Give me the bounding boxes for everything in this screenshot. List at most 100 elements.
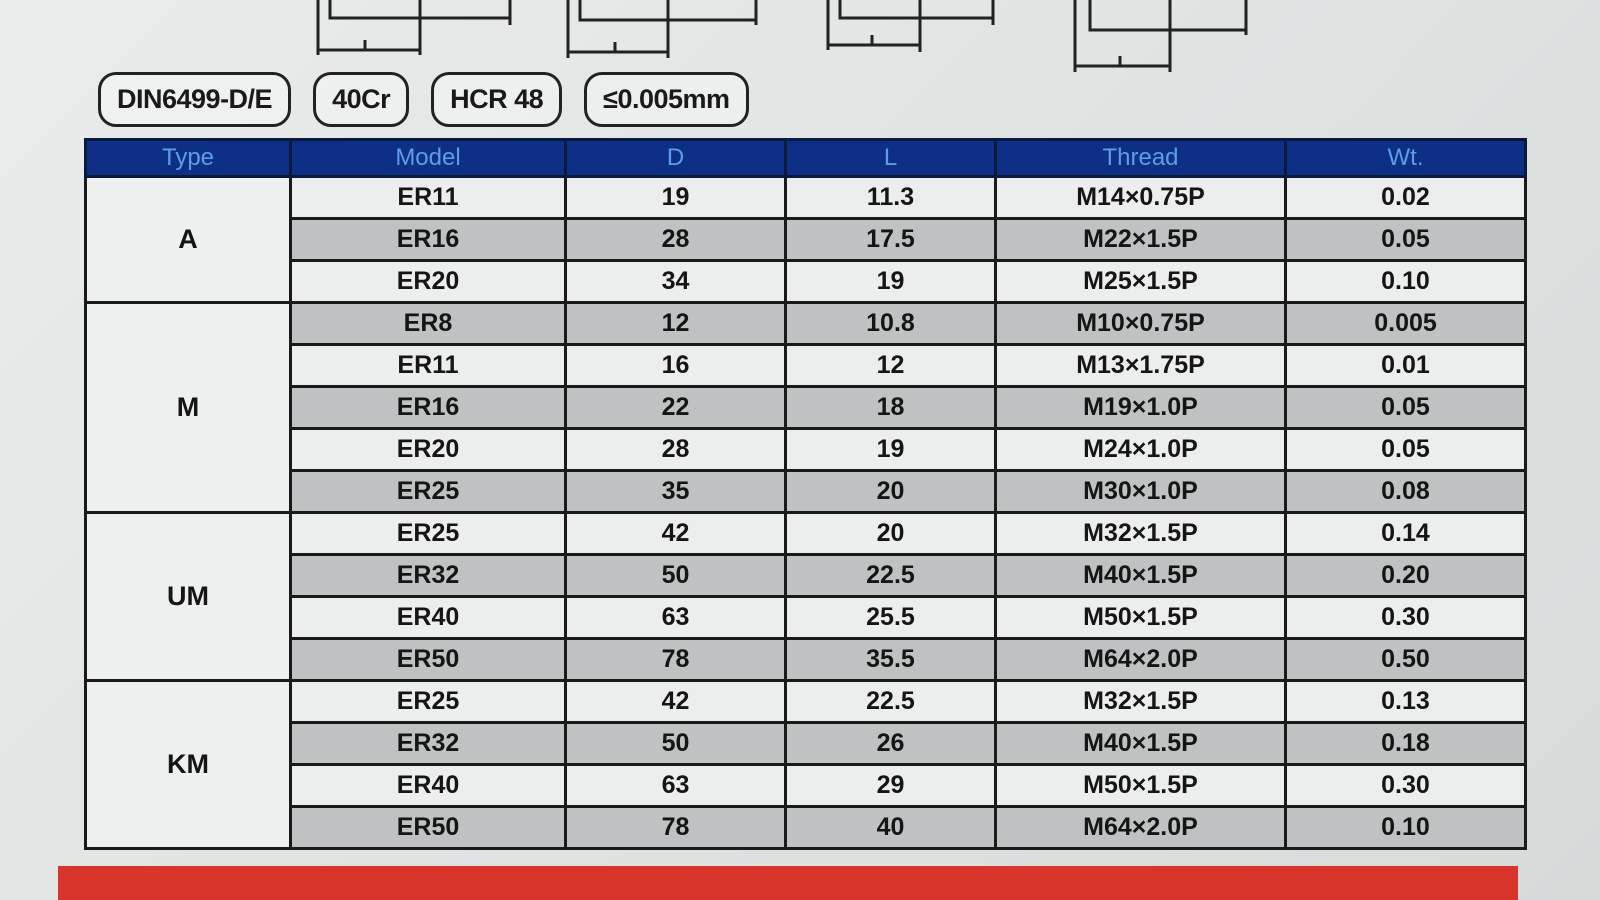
thread-cell: M19×1.0P — [994, 385, 1287, 430]
thread-cell: M64×2.0P — [994, 637, 1287, 682]
table-row: ER50 78 35.5 M64×2.0P 0.50 — [86, 637, 1527, 682]
model-cell: ER8 — [289, 301, 567, 346]
model-cell: ER11 — [289, 343, 567, 388]
drawing-m — [566, 0, 758, 58]
l-cell: 22.5 — [784, 679, 997, 724]
wt-cell: 0.005 — [1284, 301, 1527, 346]
spec-badges: DIN6499-D/E 40Cr HCR 48 ≤0.005mm — [98, 72, 749, 127]
thread-cell: M25×1.5P — [994, 259, 1287, 304]
l-cell: 17.5 — [784, 217, 997, 262]
thread-cell: M40×1.5P — [994, 721, 1287, 766]
wt-cell: 0.08 — [1284, 469, 1527, 514]
d-cell: 28 — [564, 217, 787, 262]
type-cell: A — [84, 175, 292, 304]
d-cell: 50 — [564, 721, 787, 766]
l-cell: 26 — [784, 721, 997, 766]
table-row: ER20 28 19 M24×1.0P 0.05 — [86, 427, 1527, 472]
l-cell: 25.5 — [784, 595, 997, 640]
l-cell: 20 — [784, 469, 997, 514]
table-row: A ER11 19 11.3 M14×0.75P 0.02 — [84, 175, 1527, 304]
l-cell: 18 — [784, 385, 997, 430]
header-wt: Wt. — [1284, 138, 1527, 178]
thread-cell: M14×0.75P — [994, 175, 1287, 220]
header-d: D — [564, 138, 787, 178]
l-cell: 29 — [784, 763, 997, 808]
thread-cell: M50×1.5P — [994, 595, 1287, 640]
header-model: Model — [289, 138, 567, 178]
table-row: ER16 28 17.5 M22×1.5P 0.05 — [86, 217, 1527, 262]
material-badge: 40Cr — [313, 72, 410, 127]
thread-cell: M10×0.75P — [994, 301, 1287, 346]
model-cell: ER32 — [289, 553, 567, 598]
thread-cell: M24×1.0P — [994, 427, 1287, 472]
table-row: ER11 16 12 M13×1.75P 0.01 — [86, 343, 1527, 388]
table-row: M ER8 12 10.8 M10×0.75P 0.005 — [84, 301, 1527, 514]
accuracy-badge: ≤0.005mm — [584, 72, 749, 127]
header-thread: Thread — [994, 138, 1287, 178]
d-cell: 50 — [564, 553, 787, 598]
table-row: ER32 50 22.5 M40×1.5P 0.20 — [86, 553, 1527, 598]
model-cell: ER40 — [289, 595, 567, 640]
thread-cell: M32×1.5P — [994, 511, 1287, 556]
table-row: ER40 63 25.5 M50×1.5P 0.30 — [86, 595, 1527, 640]
model-cell: ER50 — [289, 637, 567, 682]
d-cell: 63 — [564, 595, 787, 640]
wt-cell: 0.01 — [1284, 343, 1527, 388]
wt-cell: 0.05 — [1284, 217, 1527, 262]
thread-cell: M40×1.5P — [994, 553, 1287, 598]
wt-cell: 0.50 — [1284, 637, 1527, 682]
d-cell: 19 — [564, 175, 787, 220]
collet-nut-spec-table: Type Model D L Thread Wt. A ER11 19 11.3 M14… — [84, 138, 1527, 850]
d-cell: 22 — [564, 385, 787, 430]
wt-cell: 0.13 — [1284, 679, 1527, 724]
drawing-um — [826, 0, 995, 52]
l-cell: 10.8 — [784, 301, 997, 346]
wt-cell: 0.10 — [1284, 259, 1527, 304]
l-cell: 20 — [784, 511, 997, 556]
drawing-km — [1073, 0, 1248, 72]
d-cell: 12 — [564, 301, 787, 346]
type-cell: KM — [84, 679, 292, 850]
collet-nut-drawings — [316, 0, 1248, 72]
l-cell: 35.5 — [784, 637, 997, 682]
d-cell: 28 — [564, 427, 787, 472]
thread-cell: M30×1.0P — [994, 469, 1287, 514]
l-cell: 12 — [784, 343, 997, 388]
d-cell: 42 — [564, 511, 787, 556]
model-cell: ER16 — [289, 217, 567, 262]
thread-cell: M32×1.5P — [994, 679, 1287, 724]
type-cell: UM — [84, 511, 292, 682]
d-cell: 78 — [564, 805, 787, 850]
wt-cell: 0.20 — [1284, 553, 1527, 598]
drawing-a — [316, 0, 512, 55]
table-row: ER32 50 26 M40×1.5P 0.18 — [86, 721, 1527, 766]
d-cell: 42 — [564, 679, 787, 724]
table-header-row: Type Model D L Thread Wt. — [84, 138, 1527, 178]
model-cell: ER25 — [289, 679, 567, 724]
table-row: ER16 22 18 M19×1.0P 0.05 — [86, 385, 1527, 430]
table-row: ER20 34 19 M25×1.5P 0.10 — [86, 259, 1527, 304]
bottom-red-bar — [58, 866, 1518, 900]
table-row: ER40 63 29 M50×1.5P 0.30 — [86, 763, 1527, 808]
d-cell: 34 — [564, 259, 787, 304]
model-cell: ER20 — [289, 427, 567, 472]
d-cell: 78 — [564, 637, 787, 682]
table-row: UM ER25 42 20 M32×1.5P 0.14 — [84, 511, 1527, 682]
thread-cell: M50×1.5P — [994, 763, 1287, 808]
d-cell: 16 — [564, 343, 787, 388]
standard-badge: DIN6499-D/E — [98, 72, 292, 127]
thread-cell: M22×1.5P — [994, 217, 1287, 262]
wt-cell: 0.10 — [1284, 805, 1527, 850]
hardness-badge: HCR 48 — [431, 72, 563, 127]
header-l: L — [784, 138, 997, 178]
model-cell: ER40 — [289, 763, 567, 808]
model-cell: ER25 — [289, 511, 567, 556]
model-cell: ER16 — [289, 385, 567, 430]
table-row: KM ER25 42 22.5 M32×1.5P 0.13 — [84, 679, 1527, 850]
wt-cell: 0.30 — [1284, 595, 1527, 640]
model-cell: ER25 — [289, 469, 567, 514]
wt-cell: 0.18 — [1284, 721, 1527, 766]
table-row: ER50 78 40 M64×2.0P 0.10 — [86, 805, 1527, 850]
wt-cell: 0.05 — [1284, 427, 1527, 472]
model-cell: ER20 — [289, 259, 567, 304]
